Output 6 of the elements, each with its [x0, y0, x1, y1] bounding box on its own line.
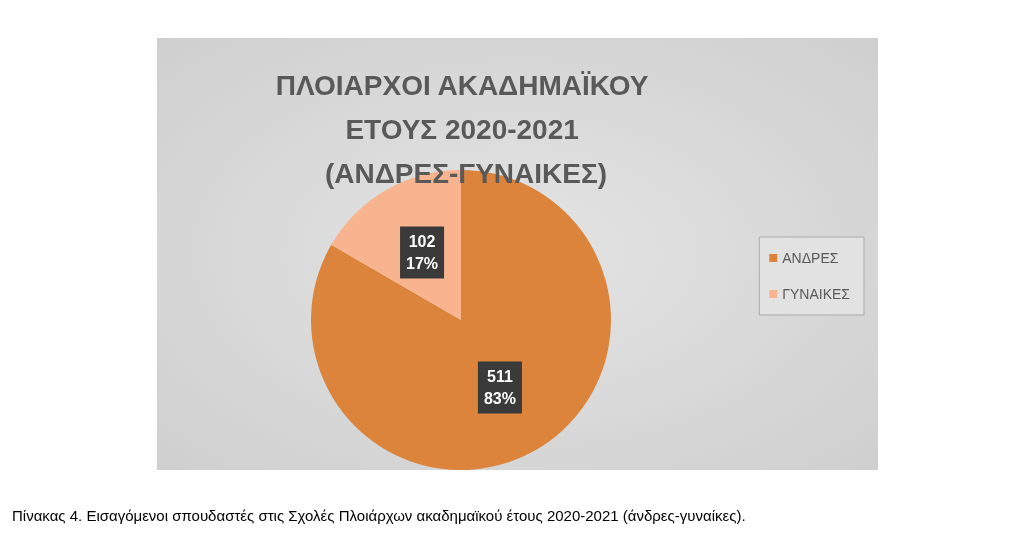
- data-label: 102 17%: [406, 232, 439, 272]
- chart-title: ΠΛΟΙΑΡΧΟΙ ΑΚΑΔΗΜΑΪΚΟΥ ΕΤΟΥΣ 2020-2021 (ΑΝΔΡΕΣ-ΓΥΝΑΙΚΕΣ): [275, 69, 657, 189]
- text: Πίνακας 4. Εισαγόμενοι σπουδαστές στις Σχολές Πλοιάρχων ακαδημαϊκού έτους 2020-2021 (άνδρες-γυναίκες).: [12, 507, 746, 524]
- data-label: 511 83%: [483, 368, 516, 408]
- legend-label: ΑΝΔΡΕΣ: [782, 250, 839, 266]
- legend-label: ΓΥΝΑΙΚΕΣ: [782, 286, 851, 302]
